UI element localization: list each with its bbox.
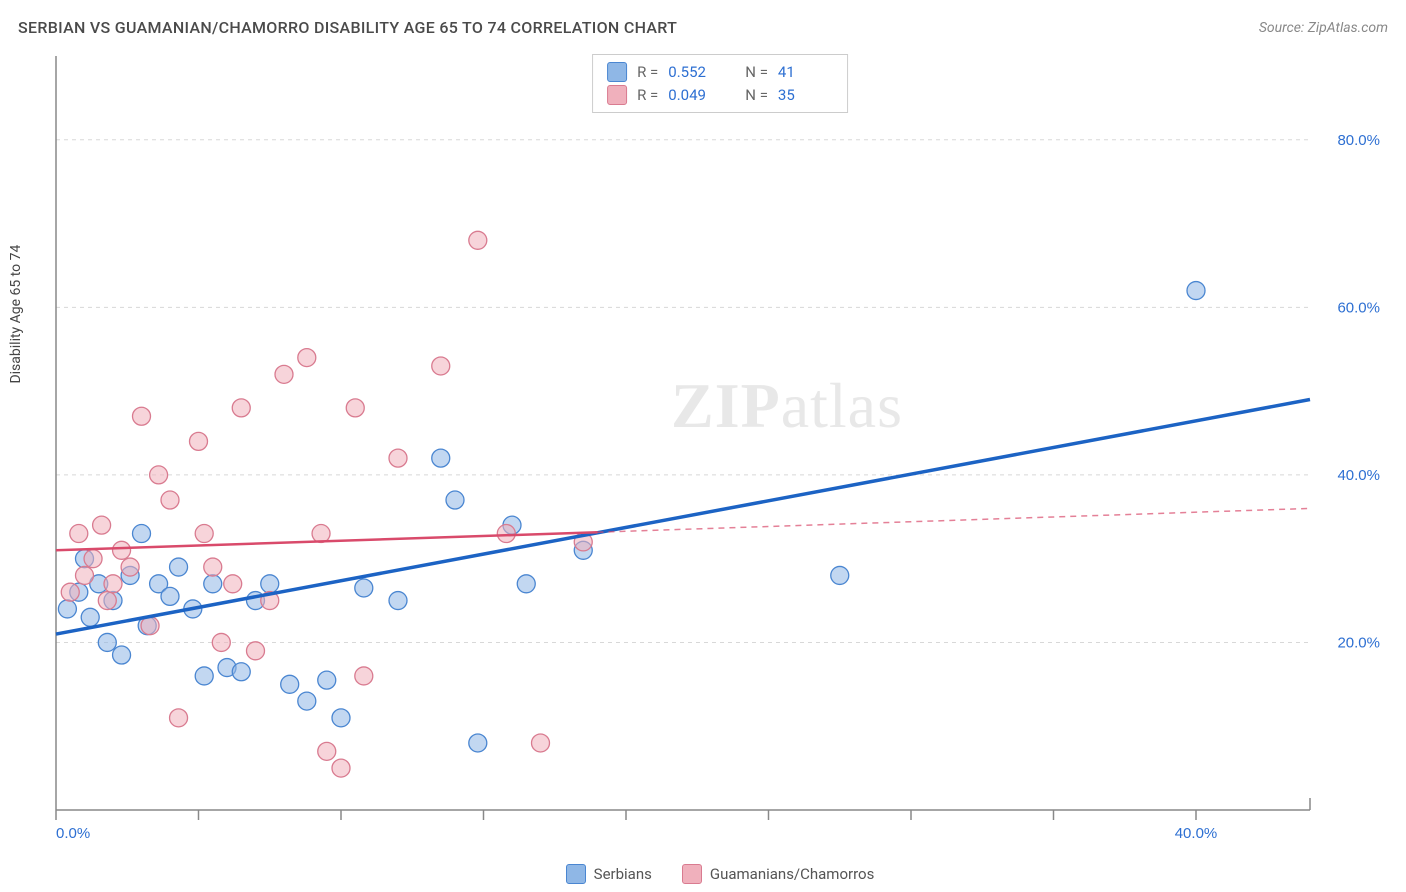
swatch-serbians — [566, 864, 586, 884]
n-value-guamanians: 35 — [778, 84, 833, 107]
svg-text:60.0%: 60.0% — [1337, 299, 1380, 316]
legend-row-serbians: R = 0.552 N = 41 — [607, 61, 833, 84]
y-axis-label: Disability Age 65 to 74 — [8, 245, 24, 384]
source-label: Source: ZipAtlas.com — [1259, 20, 1388, 36]
svg-text:0.0%: 0.0% — [56, 825, 90, 840]
chart-area: Disability Age 65 to 74 ZIPatlas 20.0%40… — [50, 50, 1390, 840]
svg-text:40.0%: 40.0% — [1175, 825, 1218, 840]
swatch-serbians — [607, 62, 627, 82]
n-label: N = — [745, 61, 768, 84]
r-value-guamanians: 0.049 — [668, 84, 723, 107]
legend-item-guamanians: Guamanians/Chamorros — [682, 864, 874, 884]
legend-item-serbians: Serbians — [566, 864, 652, 884]
series-label-guamanians: Guamanians/Chamorros — [710, 865, 874, 883]
swatch-guamanians — [607, 85, 627, 105]
n-label: N = — [745, 84, 768, 107]
swatch-guamanians — [682, 864, 702, 884]
n-value-serbians: 41 — [778, 61, 833, 84]
series-label-serbians: Serbians — [594, 865, 652, 883]
r-value-serbians: 0.552 — [668, 61, 723, 84]
r-label: R = — [637, 84, 658, 107]
legend-row-guamanians: R = 0.049 N = 35 — [607, 84, 833, 107]
legend-correlation: R = 0.552 N = 41 R = 0.049 N = 35 — [592, 54, 848, 113]
svg-text:40.0%: 40.0% — [1337, 467, 1380, 484]
svg-text:20.0%: 20.0% — [1337, 634, 1380, 651]
chart-title: SERBIAN VS GUAMANIAN/CHAMORRO DISABILITY… — [18, 18, 677, 37]
scatter-plot: 20.0% 40.0% 60.0% 80.0% 0.0% 40.0% — [50, 50, 1390, 840]
r-label: R = — [637, 61, 658, 84]
svg-text:80.0%: 80.0% — [1337, 132, 1380, 149]
legend-series: Serbians Guamanians/Chamorros — [50, 864, 1390, 884]
